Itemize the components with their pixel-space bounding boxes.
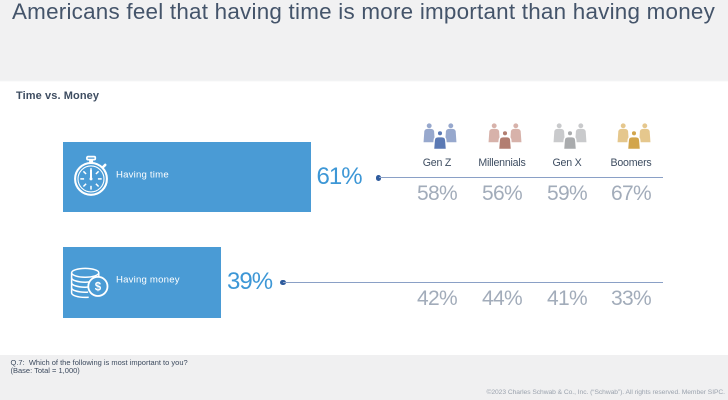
pct-time-gen-x: 59%	[547, 182, 588, 206]
generation-col-gen-x: Gen X	[534, 123, 600, 169]
copyright-text: ©2023 Charles Schwab & Co., Inc. (“Schwa…	[486, 388, 725, 396]
chart-section-label: Time vs. Money	[16, 90, 100, 102]
connector-line-money	[283, 281, 663, 284]
svg-text:$: $	[95, 282, 102, 294]
pct-time-boomers: 67%	[611, 182, 652, 206]
stopwatch-icon	[74, 155, 108, 196]
generation-label-gen-x: Gen X	[552, 157, 582, 169]
pct-money-gen-z: 42%	[417, 286, 458, 310]
generation-label-boomers: Boomers	[610, 157, 652, 169]
connector-line-time	[378, 176, 663, 179]
pct-time-millennials: 56%	[482, 182, 523, 206]
connector-dot-money	[280, 279, 287, 286]
pct-time-gen-z: 58%	[417, 182, 458, 206]
generation-label-millennials: Millennials	[478, 157, 526, 169]
bar-label-having-time: Having time	[116, 169, 169, 180]
people-group-icon-gen-x	[553, 123, 586, 150]
bar-label-having-money: Having money	[116, 274, 180, 286]
footnote: Q.7: Which of the following is most impo…	[10, 357, 188, 376]
bar-having-time: Having time	[62, 142, 312, 212]
generation-col-gen-z: Gen Z	[404, 123, 470, 169]
generation-col-millennials: Millennials	[469, 123, 535, 169]
people-group-icon-millennials	[488, 123, 521, 150]
footnote-base: (Base: Total = 1,000)	[10, 366, 80, 376]
footer-band	[0, 355, 728, 400]
pct-money-millennials: 44%	[482, 286, 523, 310]
footnote-question: Q.7: Which of the following is most impo…	[10, 357, 188, 367]
people-group-icon-gen-z	[423, 123, 456, 150]
coins-icon: $	[70, 267, 109, 299]
people-group-icon-boomers	[617, 123, 650, 150]
value-having-time: 61%	[316, 163, 363, 191]
pct-money-boomers: 33%	[611, 286, 652, 310]
connector-dot-time	[375, 174, 382, 181]
generation-col-boomers: Boomers	[598, 123, 664, 169]
value-having-money: 39%	[227, 268, 273, 296]
page-title: Americans feel that having time is more …	[12, 0, 716, 24]
pct-money-gen-x: 41%	[547, 286, 588, 310]
generation-label-gen-z: Gen Z	[422, 157, 452, 169]
header-band	[0, 0, 728, 82]
bar-having-money: $ Having money	[62, 247, 222, 318]
